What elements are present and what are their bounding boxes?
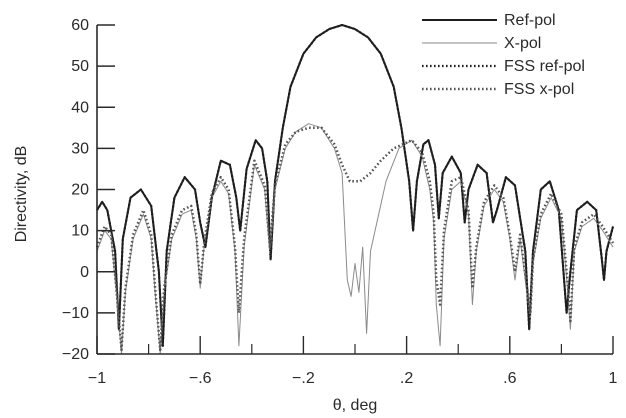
plot-lines: [95, 23, 615, 355]
legend-label: X-pol: [504, 35, 541, 52]
axis-ticks: −20 −10 0 10 20 30 40 50 60 −1 −.6 −.2 .2 .6 1: [62, 17, 618, 387]
y-tick-label: 40: [71, 99, 89, 116]
series-line-3: [96, 23, 615, 347]
y-tick-label: 60: [71, 17, 89, 34]
series-line-4: [95, 126, 615, 352]
y-tick-label: 30: [71, 140, 89, 157]
x-axis-label: θ, deg: [333, 397, 377, 414]
y-tick-label: −10: [62, 305, 89, 322]
y-tick-label: −20: [62, 346, 89, 363]
x-tick-label: 1: [609, 370, 618, 387]
x-tick-label: .6: [503, 370, 516, 387]
y-axis-label: Directivity, dB: [13, 146, 30, 243]
x-tick-label: .2: [400, 370, 413, 387]
legend-label: FSS ref-pol: [504, 58, 585, 75]
x-tick-label: −1: [88, 370, 106, 387]
y-tick-label: 10: [71, 223, 89, 240]
legend-label: Ref-pol: [504, 12, 556, 29]
x-tick-label: −.6: [189, 370, 212, 387]
x-tick-label: −.2: [292, 370, 315, 387]
y-tick-label: 0: [80, 264, 89, 281]
legend-label: FSS x-pol: [504, 81, 574, 98]
legend: Ref-pol X-pol FSS ref-pol FSS x-pol: [422, 12, 585, 98]
series-line-2: [96, 123, 614, 355]
y-tick-label: 50: [71, 58, 89, 75]
y-tick-label: 20: [71, 182, 89, 199]
